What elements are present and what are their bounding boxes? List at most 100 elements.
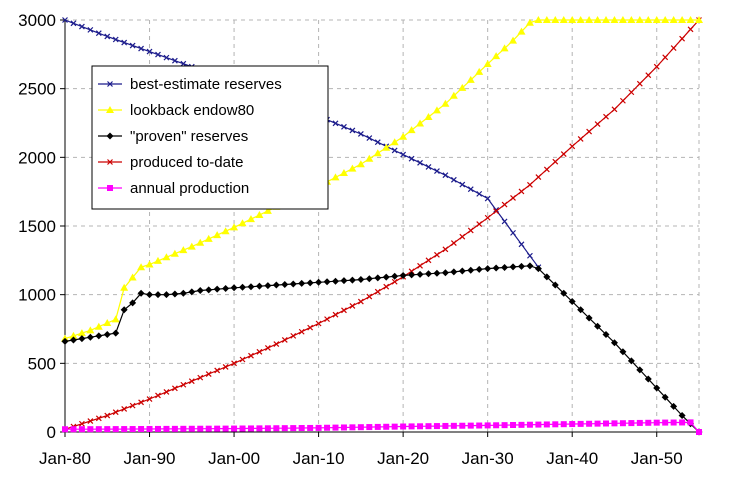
lookback-endow80-point [416,119,425,127]
y-tick-label: 0 [47,423,56,442]
proven-reserves-point [306,279,314,287]
produced-to-date-point [425,257,432,264]
lookback-endow80-point [390,138,399,146]
annual-production-point [636,419,643,426]
annual-production-point [603,420,610,427]
annual-production-point [87,426,94,433]
annual-production-point [560,421,567,428]
annual-production-point [653,419,660,426]
best-estimate-reserves-point [70,20,77,27]
best-estimate-reserves-point [138,45,145,52]
proven-reserves-point [120,306,128,314]
produced-to-date-point [324,316,330,323]
best-estimate-reserves-point [374,139,381,146]
legend-item-proven-reserves: "proven" reserves [98,128,248,145]
best-estimate-reserves-point [121,39,128,46]
legend: best-estimate reserves lookback endow80 "p… [91,65,329,210]
produced-to-date-point [155,392,161,399]
proven-reserves-point [365,275,373,283]
annual-production-point [493,422,500,429]
produced-to-date-point [138,399,145,406]
lookback-endow80-point [331,173,340,181]
produced-to-date-point [679,35,686,42]
annual-production-point [163,425,170,432]
lookback-endow80-point [500,44,509,52]
legend-label: "proven" reserves [130,128,248,145]
legend-item-best-estimate-reserves: best-estimate reserves [98,76,282,93]
annual-production-point [247,425,254,432]
annual-production-point [628,420,635,427]
produced-to-date-point [231,360,237,367]
produced-to-date-point [332,311,339,318]
lookback-endow80-point [120,283,129,291]
lookback-endow80-point [187,242,196,250]
lookback-endow80-point [466,75,475,83]
proven-reserves-point [594,322,602,330]
proven-reserves-point [298,279,306,287]
proven-reserves-point [129,299,137,307]
annual-production-point [433,423,440,430]
annual-production-point [273,425,280,432]
lookback-endow80-point [449,91,458,99]
best-estimate-reserves-point [450,176,457,183]
annual-production-point [146,425,153,432]
produced-to-date-point [349,303,356,309]
proven-reserves-point [517,262,525,270]
best-estimate-reserves-point [357,131,364,137]
lookback-endow80-point [170,249,179,257]
y-tick-label: 1500 [18,217,56,236]
legend-best-estimate-reserves-point [107,81,113,87]
proven-reserves-point [509,263,517,271]
produced-to-date-point [459,233,466,240]
produced-to-date-point [341,307,347,314]
best-estimate-reserves-point [527,252,533,259]
annual-production-point [324,424,331,431]
lookback-endow80-point [179,246,188,254]
proven-reserves-point [315,278,323,286]
proven-reserves-point [281,281,289,289]
produced-to-date-point [670,45,677,51]
produced-to-date-point [112,409,119,416]
proven-reserves-point [264,282,272,290]
proven-reserves-point [95,332,103,340]
produced-to-date-point [366,293,373,300]
produced-to-date-point [290,332,297,339]
produced-to-date-point [197,374,204,381]
annual-production-point [670,419,677,426]
series-line-proven-reserves [64,265,700,433]
lookback-endow80-point [111,315,120,323]
legend-item-produced-to-date: produced to-date [98,154,243,171]
legend-box [91,65,329,210]
series-line-produced-to-date [64,19,700,430]
produced-to-date-point [434,251,440,258]
produced-to-date-point [687,26,694,33]
lookback-endow80-point [196,238,205,246]
annual-production-point [417,423,424,430]
produced-to-date-point [307,324,314,331]
produced-to-date-point [552,158,559,165]
lookback-endow80-point [610,16,619,23]
proven-reserves-point [526,262,534,270]
proven-reserves-point [171,290,179,298]
annual-production-point [188,425,195,432]
annual-production-point [222,425,229,432]
produced-to-date-point [577,136,584,142]
lookback-endow80-point [669,16,678,23]
annual-production-point [484,422,491,429]
produced-to-date-point [214,367,221,374]
produced-to-date-point [476,221,483,228]
annual-production-point [408,423,415,430]
lookback-endow80-point [86,326,95,334]
annual-production-point [611,420,618,427]
produced-to-date-point [527,181,533,188]
annual-production-point [679,419,686,426]
annual-production-point [349,424,356,431]
proven-reserves-point [619,348,627,356]
annual-production-point [586,420,593,427]
proven-reserves-point [146,291,154,299]
x-tick-label: Jan-50 [631,449,683,468]
series-line-lookback-endow80 [64,19,699,340]
best-estimate-reserves-point [391,147,398,154]
best-estimate-reserves-point [332,120,339,127]
annual-production-point [197,425,204,432]
